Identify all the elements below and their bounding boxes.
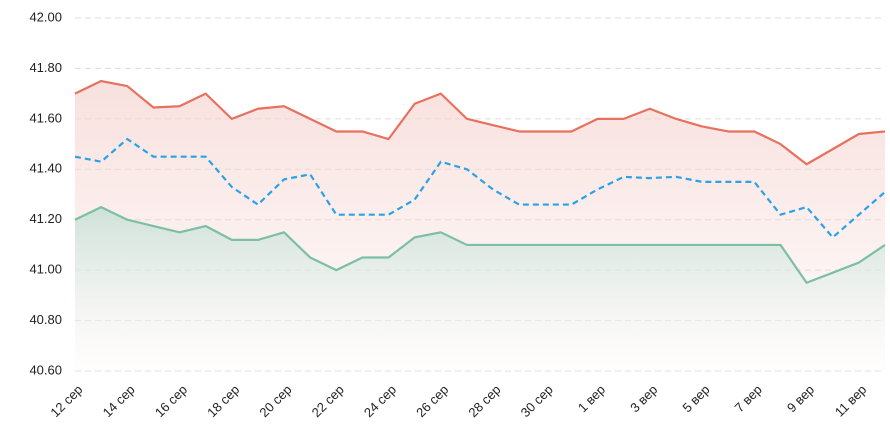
x-tick-label: 16 сер [152,382,190,420]
y-tick-label: 41.40 [29,161,62,176]
line [74,137,886,239]
x-tick-label: 11 вер [832,382,870,420]
line [74,79,886,166]
x-tick-label: 28 сер [465,382,503,420]
y-tick-label: 42.00 [29,9,62,24]
x-tick-label: 12 сер [47,382,85,420]
x-tick-label: 3 вер [627,382,660,415]
y-tick-label: 41.80 [29,60,62,75]
x-tick-label: 5 вер [679,382,712,415]
x-tick-label: 1 вер [575,382,608,415]
x-tick-label: 22 сер [309,382,347,420]
y-tick-label: 40.80 [29,312,62,327]
y-tick-label: 41.60 [29,110,62,125]
area [75,207,885,371]
y-tick-label: 41.00 [29,262,62,277]
x-tick-label: 9 вер [784,382,817,415]
x-tick-label: 26 сер [413,382,451,420]
x-tick-label: 14 сер [100,382,138,420]
line [74,206,886,284]
x-tick-label: 18 сер [204,382,242,420]
y-tick-label: 41.20 [29,211,62,226]
x-tick-label: 24 сер [361,382,399,420]
x-tick-label: 20 сер [256,382,294,420]
x-tick-label: 30 сер [518,382,556,420]
x-tick-label: 7 вер [732,382,765,415]
y-tick-label: 40.60 [29,362,62,377]
